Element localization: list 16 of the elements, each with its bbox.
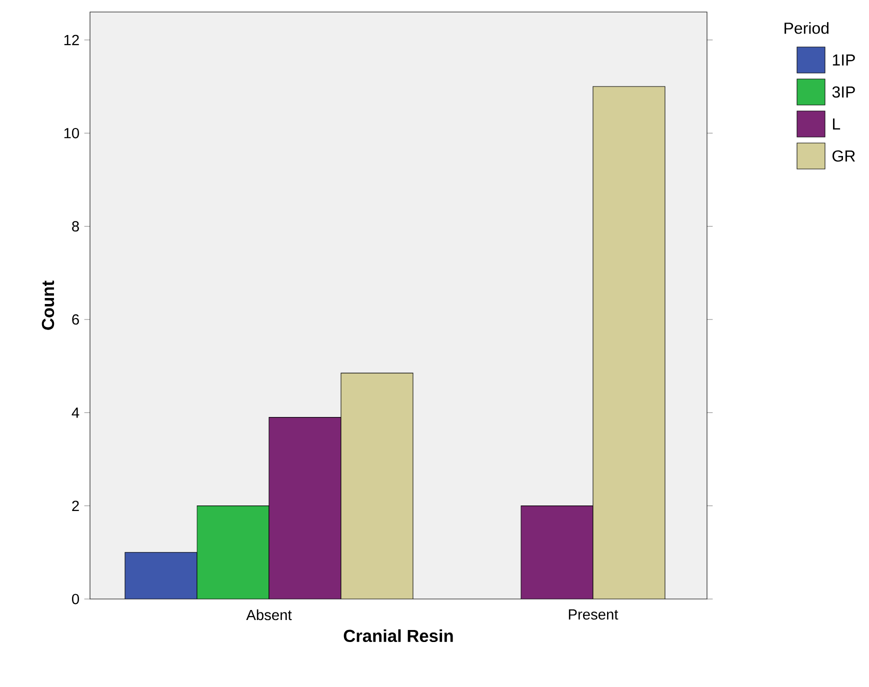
- y-tick-label: 10: [64, 128, 80, 138]
- legend-label: GR: [832, 150, 855, 162]
- y-tick-label: 6: [72, 314, 79, 325]
- y-tick-label: 2: [72, 500, 79, 511]
- y-tick-label: 4: [72, 408, 80, 418]
- legend-label: L: [833, 118, 840, 130]
- y-tick-label: 8: [72, 221, 79, 232]
- legend-label: 3IP: [832, 86, 855, 98]
- legend-title: Period: [784, 22, 828, 34]
- y-axis-title: Count: [42, 280, 54, 330]
- y-tick-label: 0: [72, 594, 80, 604]
- legend-label: 1IP: [832, 54, 855, 66]
- x-tick-label: Absent: [246, 609, 292, 620]
- x-axis-title: Cranial Resin: [344, 629, 453, 642]
- x-tick-label: Present: [568, 609, 618, 620]
- y-tick-label: 12: [64, 34, 79, 46]
